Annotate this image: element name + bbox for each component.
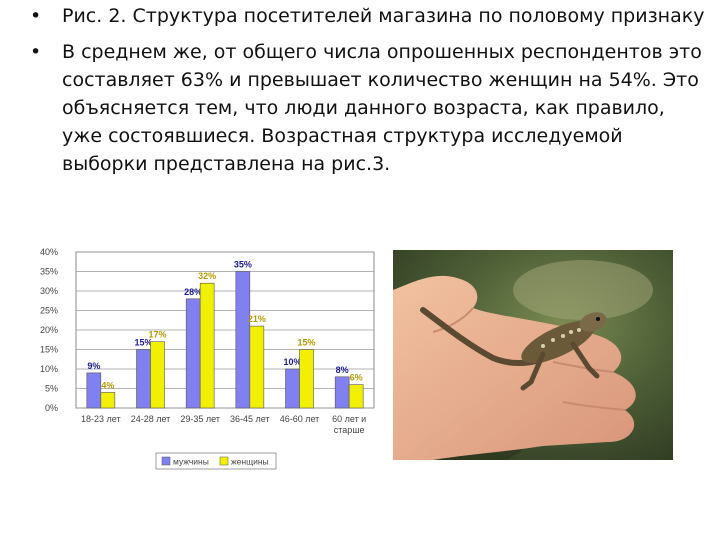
y-tick-label: 25% <box>40 306 58 316</box>
bar-chart: 0% 5% 10% 15% 20% 25% 30% 35% 40% 9% 4% 18-23 лет 15… <box>28 238 378 478</box>
x-tick-label: 60 лет и <box>332 414 366 424</box>
data-label: 21% <box>248 314 266 324</box>
data-label: 8% <box>336 365 349 375</box>
data-label: 15% <box>134 338 152 348</box>
bullet-dot-icon: • <box>30 5 42 27</box>
legend-box <box>155 452 277 470</box>
bar <box>348 384 364 409</box>
legend-label: мужчины <box>173 457 209 467</box>
bar <box>299 349 314 409</box>
y-tick-label: 0% <box>45 403 58 413</box>
data-label: 10% <box>283 357 301 367</box>
bar <box>100 392 116 409</box>
x-tick-label: старше <box>334 425 365 435</box>
x-tick-label: 46-60 лет <box>280 414 320 424</box>
data-label: 4% <box>101 380 114 390</box>
x-tick-label: 18-23 лет <box>81 414 121 424</box>
bar <box>285 368 300 409</box>
data-label: 6% <box>350 373 363 383</box>
y-tick-label: 15% <box>40 345 58 355</box>
legend-swatch <box>219 456 229 466</box>
bar <box>334 376 350 409</box>
y-tick-label: 10% <box>40 364 58 374</box>
bullet-dot-icon: • <box>30 41 42 63</box>
data-label: 32% <box>198 271 216 281</box>
data-label: 9% <box>87 361 100 371</box>
bullet-text: Рис. 2. Структура посетителей магазина п… <box>62 5 705 27</box>
data-label: 35% <box>234 260 252 270</box>
y-tick-label: 35% <box>40 267 58 277</box>
bullet-item: • В среднем же, от общего числа опрошенн… <box>30 38 710 178</box>
x-tick-label: 29-35 лет <box>180 414 220 424</box>
bar <box>185 298 201 409</box>
bar <box>136 349 151 409</box>
y-tick-label: 20% <box>40 325 58 335</box>
x-tick-label: 24-28 лет <box>131 414 171 424</box>
bar <box>249 325 265 409</box>
legend-swatch <box>161 456 171 466</box>
bar <box>199 282 215 409</box>
data-label: 28% <box>184 287 202 297</box>
y-tick-label: 5% <box>45 384 58 394</box>
lizard-on-hand-photo <box>393 250 673 460</box>
bar-chart-svg: 0% 5% 10% 15% 20% 25% 30% 35% 40% 9%4% 18-23 лет 15… <box>40 247 375 470</box>
bullet-item: • Рис. 2. Структура посетителей магазина… <box>30 2 710 30</box>
x-tick-label: 36-45 лет <box>230 414 270 424</box>
bullet-list: • Рис. 2. Структура посетителей магазина… <box>30 2 710 186</box>
y-tick-label: 30% <box>40 286 58 296</box>
y-tick-label: 40% <box>40 247 58 257</box>
bar <box>235 271 251 409</box>
bullet-text: В среднем же, от общего числа опрошенных… <box>62 41 702 175</box>
legend-label: женщины <box>231 457 269 467</box>
data-label: 17% <box>148 330 166 340</box>
bar <box>150 341 165 409</box>
bar <box>86 372 102 409</box>
data-label: 15% <box>297 338 315 348</box>
